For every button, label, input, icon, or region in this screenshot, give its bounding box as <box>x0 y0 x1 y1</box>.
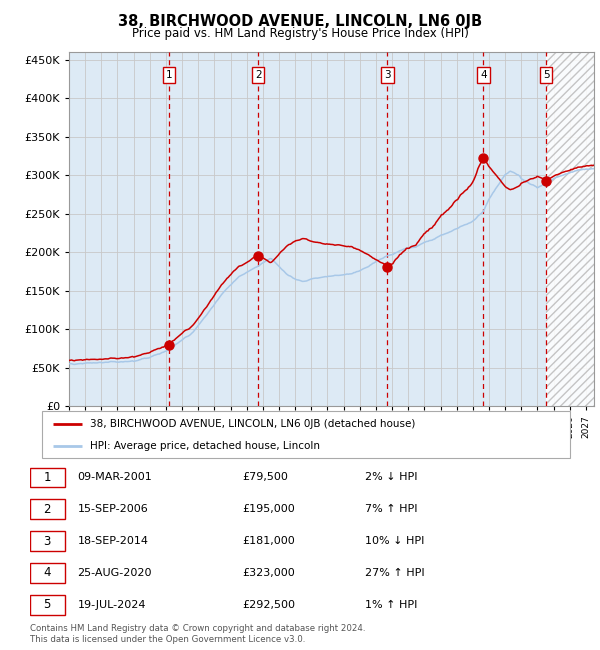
Text: 25-AUG-2020: 25-AUG-2020 <box>77 568 152 578</box>
Text: 1: 1 <box>44 471 51 484</box>
Text: 1: 1 <box>166 70 172 80</box>
Bar <box>30 467 65 488</box>
Text: 15-SEP-2006: 15-SEP-2006 <box>77 504 148 514</box>
Bar <box>30 499 65 519</box>
Text: Price paid vs. HM Land Registry's House Price Index (HPI): Price paid vs. HM Land Registry's House … <box>131 27 469 40</box>
Text: 38, BIRCHWOOD AVENUE, LINCOLN, LN6 0JB: 38, BIRCHWOOD AVENUE, LINCOLN, LN6 0JB <box>118 14 482 29</box>
Text: 10% ↓ HPI: 10% ↓ HPI <box>365 536 424 546</box>
Text: 19-JUL-2024: 19-JUL-2024 <box>77 600 146 610</box>
Text: 09-MAR-2001: 09-MAR-2001 <box>77 473 152 482</box>
Bar <box>30 563 65 583</box>
Text: 4: 4 <box>480 70 487 80</box>
Bar <box>30 531 65 551</box>
Text: 1% ↑ HPI: 1% ↑ HPI <box>365 600 417 610</box>
Text: 3: 3 <box>44 534 51 547</box>
Text: Contains HM Land Registry data © Crown copyright and database right 2024.: Contains HM Land Registry data © Crown c… <box>30 624 365 633</box>
Text: 38, BIRCHWOOD AVENUE, LINCOLN, LN6 0JB (detached house): 38, BIRCHWOOD AVENUE, LINCOLN, LN6 0JB (… <box>89 419 415 429</box>
Text: HPI: Average price, detached house, Lincoln: HPI: Average price, detached house, Linc… <box>89 441 320 450</box>
Text: This data is licensed under the Open Government Licence v3.0.: This data is licensed under the Open Gov… <box>30 635 305 644</box>
Text: 2% ↓ HPI: 2% ↓ HPI <box>365 473 418 482</box>
Text: 18-SEP-2014: 18-SEP-2014 <box>77 536 148 546</box>
Bar <box>546 52 594 406</box>
Text: 4: 4 <box>44 567 51 580</box>
Text: 5: 5 <box>543 70 550 80</box>
Text: 7% ↑ HPI: 7% ↑ HPI <box>365 504 418 514</box>
Text: £195,000: £195,000 <box>242 504 295 514</box>
Text: 2: 2 <box>255 70 262 80</box>
Text: 5: 5 <box>44 598 51 611</box>
Text: £292,500: £292,500 <box>242 600 295 610</box>
Text: £79,500: £79,500 <box>242 473 288 482</box>
Text: 3: 3 <box>384 70 391 80</box>
Text: 2: 2 <box>44 503 51 516</box>
Text: £323,000: £323,000 <box>242 568 295 578</box>
Bar <box>30 595 65 615</box>
Text: £181,000: £181,000 <box>242 536 295 546</box>
Text: 27% ↑ HPI: 27% ↑ HPI <box>365 568 424 578</box>
